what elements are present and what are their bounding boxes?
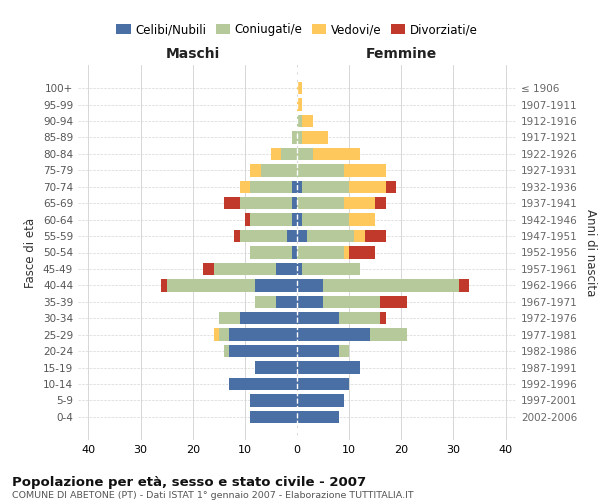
Bar bbox=[297, 82, 302, 94]
Bar bbox=[339, 345, 349, 357]
Bar bbox=[313, 148, 359, 160]
Bar bbox=[458, 279, 469, 291]
Bar bbox=[203, 263, 214, 275]
Bar bbox=[250, 214, 292, 226]
Bar bbox=[292, 197, 297, 209]
Bar bbox=[287, 230, 297, 242]
Bar bbox=[344, 197, 375, 209]
Bar bbox=[297, 148, 313, 160]
Bar bbox=[250, 410, 297, 423]
Bar bbox=[224, 197, 239, 209]
Bar bbox=[250, 246, 292, 258]
Bar bbox=[239, 312, 297, 324]
Bar bbox=[167, 279, 255, 291]
Bar bbox=[344, 164, 386, 176]
Text: Femmine: Femmine bbox=[365, 48, 437, 61]
Bar bbox=[297, 197, 344, 209]
Bar bbox=[297, 132, 302, 143]
Bar bbox=[229, 378, 297, 390]
Bar bbox=[276, 263, 297, 275]
Bar bbox=[297, 378, 349, 390]
Bar bbox=[297, 98, 302, 111]
Bar bbox=[297, 164, 344, 176]
Bar bbox=[229, 328, 297, 341]
Bar bbox=[349, 214, 375, 226]
Text: Maschi: Maschi bbox=[166, 48, 220, 61]
Bar bbox=[370, 328, 407, 341]
Bar bbox=[307, 230, 355, 242]
Bar bbox=[229, 345, 297, 357]
Bar bbox=[245, 214, 250, 226]
Bar bbox=[302, 132, 328, 143]
Bar bbox=[297, 246, 344, 258]
Bar bbox=[297, 328, 370, 341]
Bar bbox=[250, 180, 292, 193]
Bar bbox=[297, 394, 344, 406]
Bar bbox=[255, 362, 297, 374]
Bar bbox=[297, 230, 307, 242]
Bar bbox=[271, 148, 281, 160]
Bar bbox=[365, 230, 386, 242]
Bar bbox=[255, 296, 276, 308]
Bar bbox=[219, 312, 239, 324]
Bar bbox=[297, 214, 302, 226]
Text: COMUNE DI ABETONE (PT) - Dati ISTAT 1° gennaio 2007 - Elaborazione TUTTITALIA.IT: COMUNE DI ABETONE (PT) - Dati ISTAT 1° g… bbox=[12, 491, 413, 500]
Bar bbox=[214, 328, 219, 341]
Bar bbox=[239, 197, 292, 209]
Bar bbox=[292, 246, 297, 258]
Bar bbox=[297, 115, 302, 127]
Bar bbox=[250, 164, 260, 176]
Bar bbox=[349, 180, 386, 193]
Bar bbox=[380, 296, 407, 308]
Bar bbox=[302, 115, 313, 127]
Text: Popolazione per età, sesso e stato civile - 2007: Popolazione per età, sesso e stato civil… bbox=[12, 476, 366, 489]
Bar bbox=[281, 148, 297, 160]
Bar bbox=[239, 230, 287, 242]
Bar bbox=[302, 263, 359, 275]
Y-axis label: Anni di nascita: Anni di nascita bbox=[584, 209, 597, 296]
Bar bbox=[344, 246, 349, 258]
Bar bbox=[380, 312, 386, 324]
Bar bbox=[355, 230, 365, 242]
Bar bbox=[292, 180, 297, 193]
Bar bbox=[386, 180, 396, 193]
Bar bbox=[297, 180, 302, 193]
Bar bbox=[297, 362, 359, 374]
Bar bbox=[297, 296, 323, 308]
Legend: Celibi/Nubili, Coniugati/e, Vedovi/e, Divorziati/e: Celibi/Nubili, Coniugati/e, Vedovi/e, Di… bbox=[112, 18, 482, 41]
Bar bbox=[219, 328, 229, 341]
Y-axis label: Fasce di età: Fasce di età bbox=[25, 218, 37, 288]
Bar bbox=[260, 164, 297, 176]
Bar bbox=[239, 180, 250, 193]
Bar bbox=[297, 279, 323, 291]
Bar bbox=[339, 312, 380, 324]
Bar bbox=[297, 263, 302, 275]
Bar bbox=[292, 132, 297, 143]
Bar bbox=[302, 214, 349, 226]
Bar bbox=[292, 214, 297, 226]
Bar bbox=[214, 263, 276, 275]
Bar bbox=[323, 279, 458, 291]
Bar bbox=[349, 246, 375, 258]
Bar bbox=[276, 296, 297, 308]
Bar bbox=[375, 197, 386, 209]
Bar bbox=[224, 345, 229, 357]
Bar bbox=[161, 279, 167, 291]
Bar bbox=[323, 296, 380, 308]
Bar bbox=[255, 279, 297, 291]
Bar bbox=[250, 394, 297, 406]
Bar bbox=[297, 410, 339, 423]
Bar bbox=[235, 230, 239, 242]
Bar bbox=[297, 312, 339, 324]
Bar bbox=[302, 180, 349, 193]
Bar bbox=[297, 345, 339, 357]
